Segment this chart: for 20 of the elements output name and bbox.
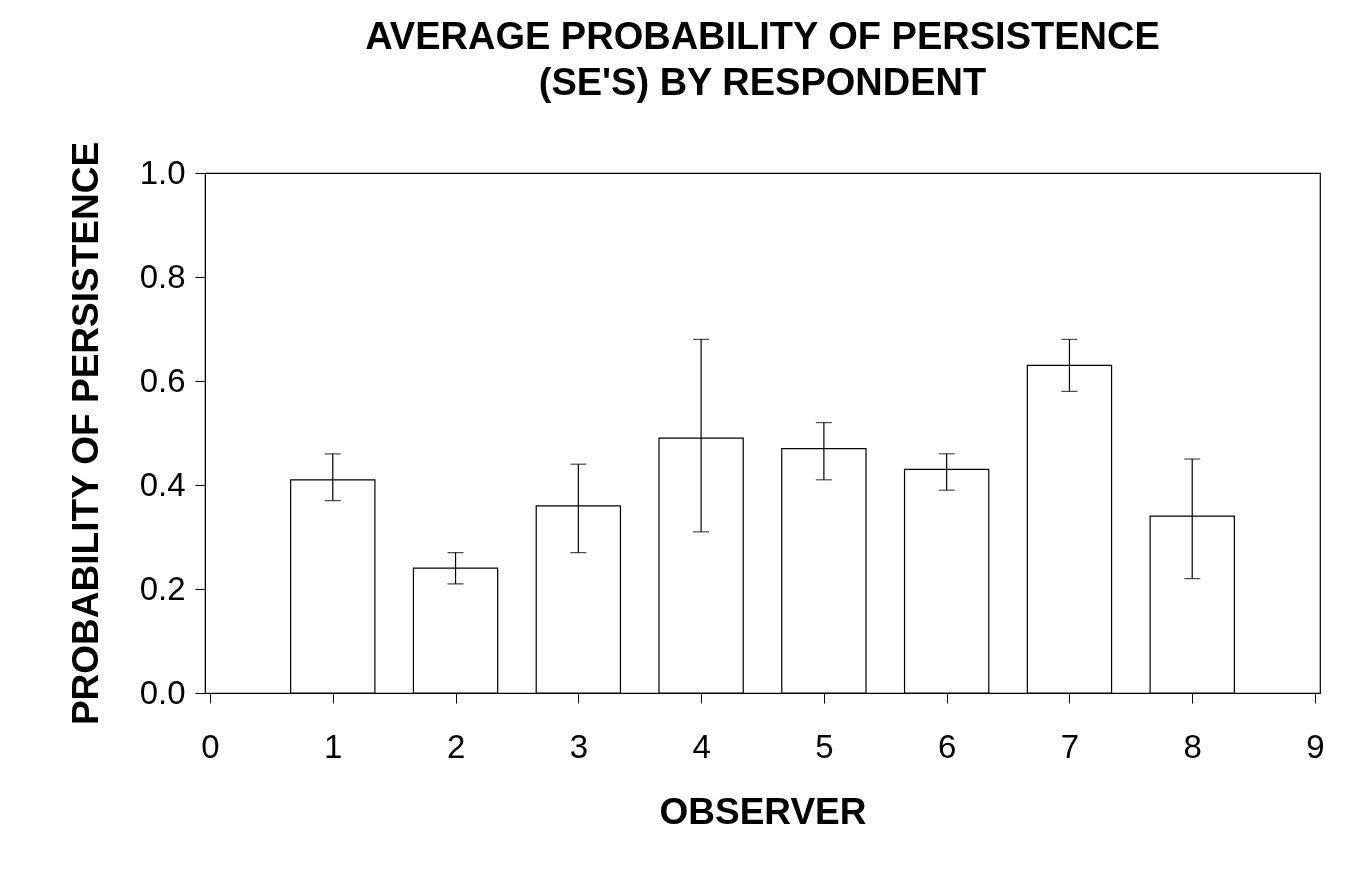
x-tick-label: 7 <box>1060 727 1080 765</box>
x-axis-title: OBSERVER <box>659 790 867 832</box>
x-tick-label: 2 <box>446 727 466 765</box>
text: (SE'S) BY RESPONDENT <box>538 61 987 104</box>
x-tick-label: 4 <box>692 727 711 765</box>
x-tick-label: 3 <box>569 727 589 765</box>
y-tick-label: 1.0 <box>139 153 186 191</box>
x-tick-label: 8 <box>1183 727 1202 765</box>
y-tick-label: 0.6 <box>139 361 186 399</box>
y-tick-label: 0.2 <box>139 569 186 607</box>
y-axis-title: PROBABILITY OF PERSISTENCE <box>64 141 106 726</box>
text: AVERAGE PROBABILITY OF PERSISTENCE <box>365 15 1160 58</box>
y-tick-label: 0.4 <box>139 465 186 503</box>
x-tick-label: 6 <box>937 727 957 765</box>
y-tick-label: 0.0 <box>139 673 186 711</box>
x-tick-label: 5 <box>815 727 834 765</box>
y-tick-label: 0.8 <box>139 257 186 295</box>
x-tick-label: 0 <box>201 727 220 765</box>
x-tick-label: 1 <box>324 727 343 765</box>
x-tick-label: 9 <box>1306 727 1325 765</box>
